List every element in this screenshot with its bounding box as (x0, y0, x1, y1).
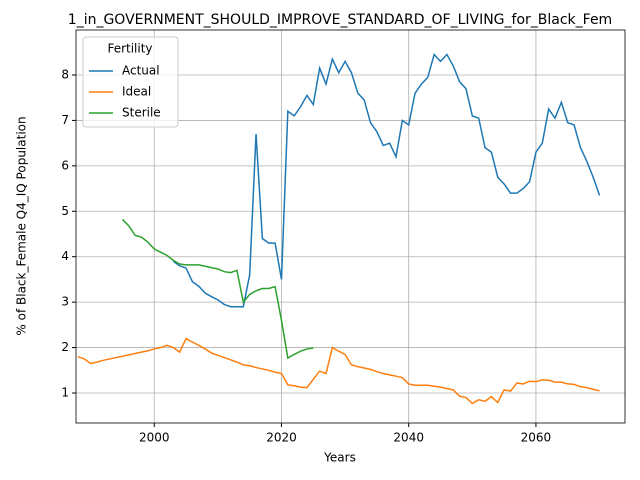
y-tick-label: 4 (61, 249, 69, 263)
x-tick-label: 2000 (139, 431, 170, 445)
legend-box (82, 36, 179, 128)
legend-label: Ideal (122, 85, 151, 99)
x-tick-label: 2040 (393, 431, 424, 445)
legend-label: Actual (122, 64, 160, 78)
y-tick-label: 6 (61, 158, 69, 172)
line-series (121, 218, 314, 360)
legend-title: Fertility (107, 42, 152, 56)
line-series (77, 337, 600, 405)
chart-title: 1_in_GOVERNMENT_SHOULD_IMPROVE_STANDARD_… (68, 12, 612, 28)
y-tick-label: 7 (61, 113, 69, 127)
y-tick-label: 8 (61, 67, 69, 81)
y-tick-label: 2 (61, 340, 69, 354)
x-tick-label: 2020 (266, 431, 297, 445)
x-axis-label: Years (323, 451, 356, 465)
y-tick-label: 1 (61, 386, 69, 400)
x-tick-label: 2060 (521, 431, 552, 445)
y-axis-label: % of Black_Female Q4_IQ Population (15, 116, 29, 335)
legend-label: Sterile (122, 106, 161, 120)
plot-frame (75, 29, 626, 424)
y-tick-label: 5 (61, 204, 69, 218)
y-tick-label: 3 (61, 295, 69, 309)
